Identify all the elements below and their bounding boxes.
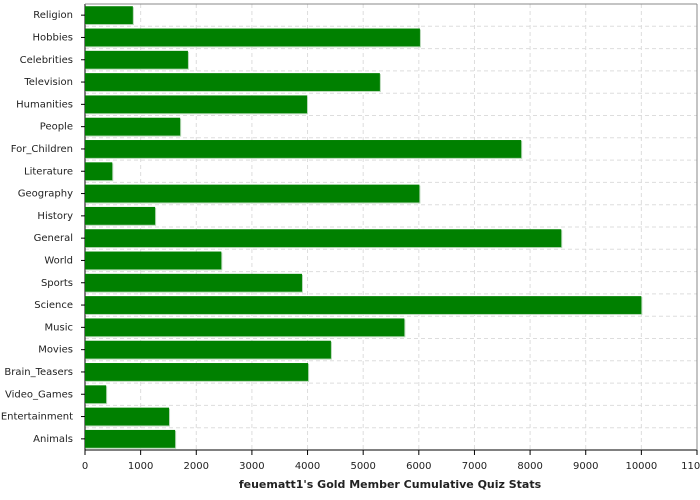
bar [85, 6, 133, 25]
y-tick-label: History [37, 211, 73, 222]
y-tick-label: For_Children [11, 144, 73, 155]
y-tick-label: Humanities [16, 99, 73, 110]
bar [85, 251, 222, 270]
y-tick-label: Celebrities [20, 55, 73, 66]
x-tick-label: 6000 [406, 461, 431, 472]
y-tick-label: Religion [33, 10, 73, 21]
x-tick-label: 9000 [573, 461, 598, 472]
bar [85, 296, 642, 314]
x-tick-label: 8000 [517, 461, 542, 472]
y-tick-label: World [44, 255, 73, 266]
y-tick-label: Hobbies [33, 32, 73, 43]
bar [85, 28, 420, 47]
x-tick-label: 5000 [350, 461, 375, 472]
bar [85, 318, 405, 337]
bar [85, 184, 420, 203]
bar [85, 117, 181, 136]
bar [85, 229, 562, 248]
y-tick-label: Geography [18, 189, 73, 200]
bar [85, 273, 302, 292]
y-tick-label: Music [45, 322, 73, 333]
bar [85, 206, 156, 225]
bar [85, 407, 170, 426]
y-tick-label: Entertainment [1, 412, 73, 423]
x-tick-label: 4000 [295, 461, 320, 472]
bar [85, 340, 331, 359]
bar [85, 50, 188, 69]
x-tick-label: 1000 [128, 461, 153, 472]
y-tick-label: Movies [38, 345, 73, 356]
bar [85, 73, 380, 91]
bar [85, 95, 307, 114]
y-tick-label: Video_Games [5, 389, 73, 400]
y-tick-label: Science [34, 300, 73, 311]
bar [85, 429, 176, 448]
x-tick-label: 10000 [625, 461, 657, 472]
bar [85, 385, 107, 404]
x-tick-label: 0 [82, 461, 88, 472]
y-tick-label: Sports [41, 278, 73, 289]
y-tick-label: Television [23, 77, 73, 88]
y-tick-label: General [34, 233, 73, 244]
bar [85, 140, 522, 158]
bar [85, 162, 113, 181]
y-tick-label: Literature [24, 166, 73, 177]
x-tick-label: 2000 [184, 461, 209, 472]
y-tick-label: People [40, 122, 73, 133]
y-tick-label: Animals [33, 434, 73, 445]
x-tick-label: 3000 [239, 461, 264, 472]
x-tick-label: 7000 [462, 461, 487, 472]
x-tick-label: 11000 [681, 461, 700, 472]
y-tick-label: Brain_Teasers [4, 367, 73, 378]
chart-title: feuematt1's Gold Member Cumulative Quiz … [239, 478, 542, 491]
bar [85, 363, 309, 381]
